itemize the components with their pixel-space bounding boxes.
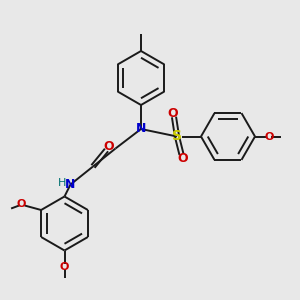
Text: S: S bbox=[172, 130, 182, 143]
Text: O: O bbox=[167, 107, 178, 120]
Text: O: O bbox=[264, 131, 274, 142]
Text: H: H bbox=[58, 178, 66, 188]
Text: O: O bbox=[60, 262, 69, 272]
Text: N: N bbox=[65, 178, 76, 191]
Text: N: N bbox=[136, 122, 146, 136]
Text: O: O bbox=[103, 140, 114, 154]
Text: O: O bbox=[178, 152, 188, 165]
Text: O: O bbox=[16, 199, 26, 209]
